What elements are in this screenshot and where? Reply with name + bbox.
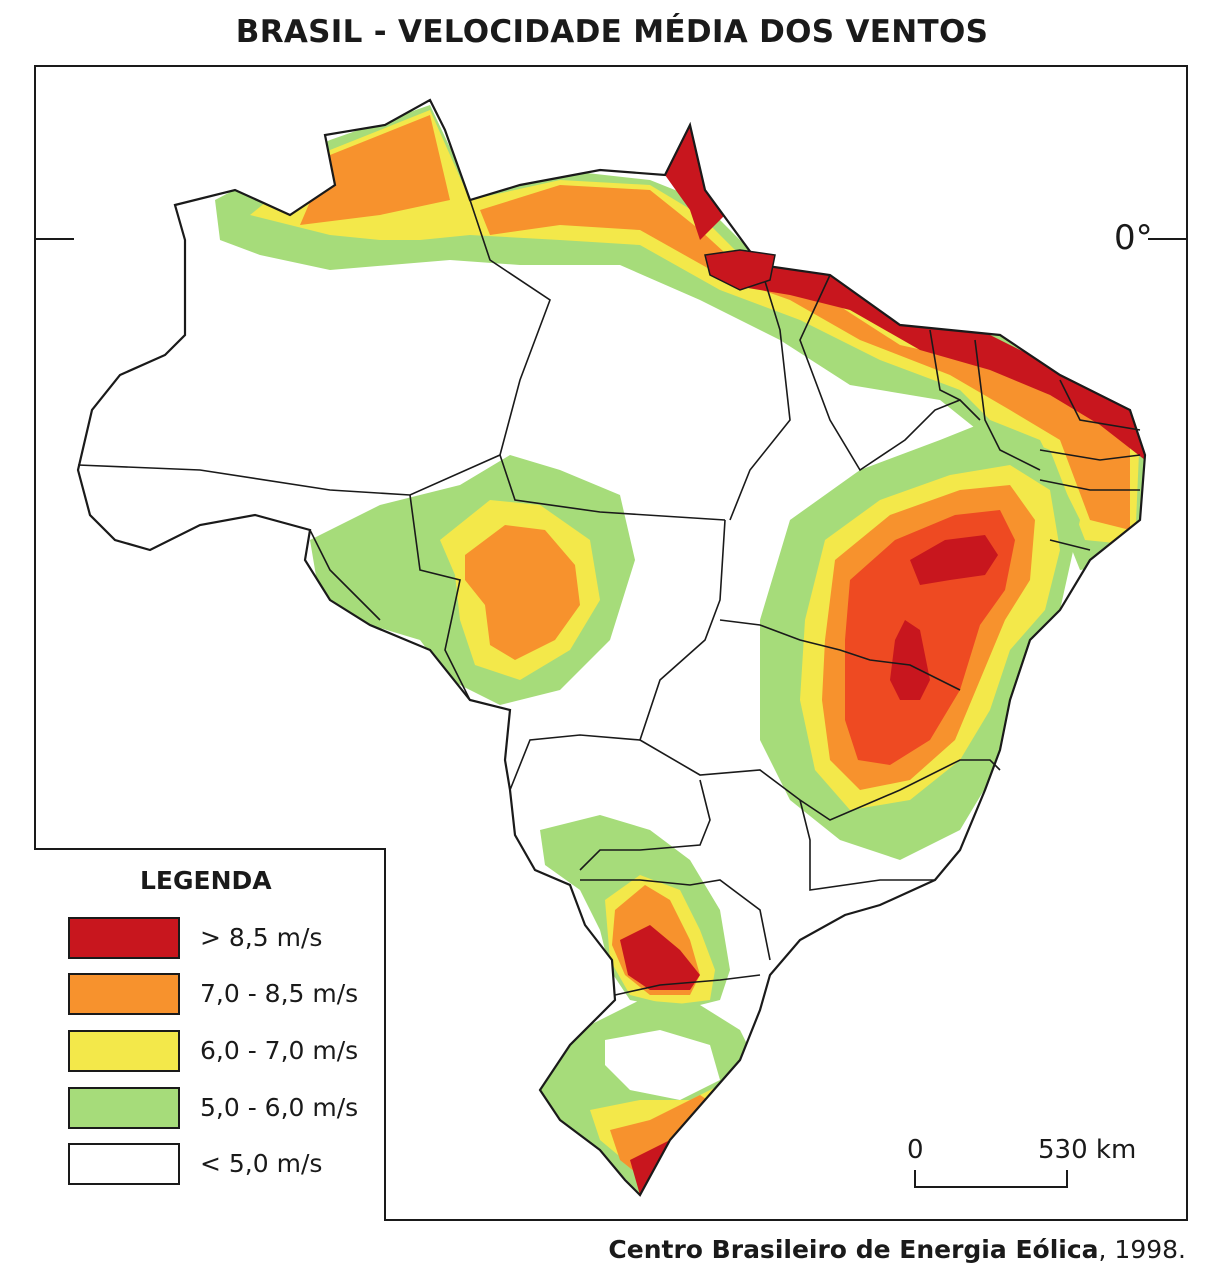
zone-east-red (890, 535, 998, 700)
state-borders (77, 199, 1141, 996)
zone-rs-white (605, 1030, 720, 1100)
legend-title: LEGENDA (140, 866, 272, 895)
legend-label: 6,0 - 7,0 m/s (200, 1036, 359, 1065)
zone-central-orange (465, 525, 580, 660)
scale-bar-line (914, 1170, 1068, 1188)
legend: LEGENDA > 8,5 m/s 7,0 - 8,5 m/s 6,0 - 7,… (34, 848, 386, 1221)
zone-north-orange (300, 115, 1130, 530)
marajo-island (704, 249, 776, 291)
equator-label: 0° (1114, 218, 1153, 258)
legend-label: > 8,5 m/s (200, 923, 323, 952)
legend-swatch-red (68, 917, 180, 959)
zone-north-red (665, 125, 1145, 460)
map-title: BRASIL - VELOCIDADE MÉDIA DOS VENTOS (235, 14, 989, 50)
zone-south-red (620, 925, 700, 990)
legend-label: < 5,0 m/s (200, 1149, 323, 1178)
legend-label: 5,0 - 6,0 m/s (200, 1093, 359, 1122)
wind-zones (215, 105, 1145, 1195)
source-year: , 1998. (1098, 1235, 1186, 1264)
source-credit: Centro Brasileiro de Energia Eólica, 199… (608, 1235, 1186, 1264)
scale-bar: 0 530 km (905, 1135, 1136, 1195)
zone-north-yellow (250, 110, 1140, 545)
scale-start-label: 0 (907, 1135, 924, 1165)
legend-swatch-orange (68, 973, 180, 1015)
legend-swatch-yellow (68, 1030, 180, 1072)
map-frame (34, 65, 1188, 1221)
scale-end-label: 530 km (1038, 1135, 1137, 1165)
brazil-outline (76, 98, 1147, 1197)
legend-swatch-green (68, 1087, 180, 1129)
legend-label: 7,0 - 8,5 m/s (200, 979, 359, 1008)
source-org: Centro Brasileiro de Energia Eólica (608, 1235, 1099, 1264)
legend-swatch-white (68, 1143, 180, 1185)
